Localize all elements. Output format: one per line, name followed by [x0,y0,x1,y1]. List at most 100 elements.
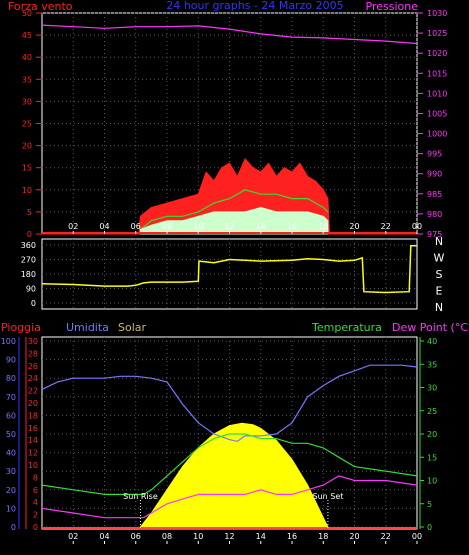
hour-tick-label: 10 [193,222,203,231]
wind-direction-degree-axis: 0 90 180 270 360 [21,241,36,308]
wind-direction-tick-label: 90 [26,285,36,294]
solar-label: Solar [118,321,147,334]
hour-tick-label: 00 [412,532,422,541]
compass-label: N [435,235,443,248]
temperature-tick-label: 15 [427,453,437,462]
hour-tick-label: 18 [318,222,328,231]
wind-force-label: Forza vento [8,0,73,13]
temperature-tick-label: 25 [427,407,437,416]
hour-tick-label: 16 [287,222,297,231]
pressure-tick-label: 990 [427,170,442,179]
sun-set-label: Sun Set [312,492,343,501]
pressure-tick-label: 995 [427,150,442,159]
sun-rise-label: Sun Rise [123,492,158,501]
wind-direction-plot [41,245,417,294]
wind-direction-tick-label: 270 [21,256,36,265]
dew-point-line [41,475,418,519]
temperature-tick-label: 35 [427,360,437,369]
hour-tick-label: 12 [224,222,234,231]
pressure-tick-label: 985 [427,190,442,199]
pressure-tick-label: 1005 [427,109,447,118]
rain-tick-label: 22 [28,387,38,396]
wind-force-tick-label: 25 [22,120,32,129]
wind-direction-tick-label: 180 [21,270,36,279]
pressure-tick-label: 1010 [427,89,447,98]
wind-force-tick-label: 15 [22,164,32,173]
temperature-tick-label: 20 [427,430,437,439]
hour-tick-label: 20 [349,222,359,231]
wind-direction-tick-label: 360 [21,241,36,250]
humidity-label: Umidita [66,321,109,334]
humidity-tick-label: 60 [6,411,16,420]
rain-tick-label: 28 [28,349,38,358]
wind-force-tick-label: 45 [22,31,32,40]
pressure-tick-label: 1020 [427,49,447,58]
rain-label: Pioggia [1,321,41,334]
hour-tick-label: 02 [68,532,78,541]
humidity-tick-label: 20 [6,486,16,495]
wind-force-tick-label: 10 [22,186,32,195]
hour-tick-label: 14 [256,222,266,231]
pressure-tick-label: 1015 [427,69,447,78]
temperature-tick-label: 40 [427,337,437,346]
compass-label: S [436,268,443,281]
compass-label: N [435,301,443,314]
wind-force-tick-label: 30 [22,97,32,106]
humidity-tick-label: 10 [6,504,16,513]
pressure-tick-label: 1000 [427,130,447,139]
hour-tick-label: 22 [381,222,391,231]
rain-tick-label: 14 [28,436,38,445]
hour-tick-label: 04 [99,532,109,541]
temperature-tick-label: 10 [427,477,437,486]
rain-tick-label: 8 [33,473,38,482]
rain-tick-label: 18 [28,411,38,420]
hour-tick-label: 02 [68,222,78,231]
wind-series-band [139,206,329,235]
pressure-series-line [41,24,418,45]
wind-force-axis: 0 5 10 15 20 25 30 35 40 45 50 [22,9,42,239]
wind-force-tick-label: 35 [22,75,32,84]
compass-label: E [436,285,443,298]
rain-tick-label: 10 [28,461,38,470]
humidity-tick-label: 30 [6,467,16,476]
humidity-tick-label: 70 [6,393,16,402]
hour-tick-label: 20 [349,532,359,541]
hour-tick-label: 06 [131,532,141,541]
temperature-tick-label: 0 [427,523,432,532]
rain-tick-label: 24 [28,374,38,383]
climate-hour-axis: 02 04 06 08 10 12 14 16 18 20 22 00 [68,532,422,544]
wind-series-line [140,189,329,231]
rain-tick-label: 20 [28,399,38,408]
wind-force-tick-label: 50 [22,9,32,18]
temperature-axis: 0 5 10 15 20 25 30 35 40 [419,337,437,532]
wind-force-tick-label: 0 [27,230,32,239]
wind-force-tick-label: 5 [27,208,32,217]
hour-tick-label: 18 [318,532,328,541]
compass-label: W [434,252,445,265]
wind-direction-tick-label: 0 [31,299,36,308]
hour-tick-label: 04 [99,222,109,231]
pressure-tick-label: 1025 [427,29,447,38]
pressure-tick-label: 980 [427,210,442,219]
climate-plot: Sun Rise Sun Set [41,364,418,530]
dew-point-label: Dew Point (°C) [392,321,469,334]
hour-tick-label: 12 [224,532,234,541]
pressure-label: Pressione [366,0,419,13]
pressure-tick-label: 975 [427,230,442,239]
hour-tick-label: 14 [256,532,266,541]
temperature-label: Temperatura [311,321,382,334]
hour-tick-label: 08 [162,532,172,541]
humidity-axis: 0 10 20 30 40 50 60 70 80 90 100 [1,337,20,532]
humidity-tick-label: 90 [6,356,16,365]
humidity-tick-label: 50 [6,430,16,439]
rain-tick-label: 6 [33,486,38,495]
hour-tick-label: 00 [412,222,422,231]
humidity-tick-label: 100 [1,337,16,346]
hour-tick-label: 22 [381,532,391,541]
rain-tick-label: 4 [33,498,38,507]
humidity-tick-label: 40 [6,449,16,458]
